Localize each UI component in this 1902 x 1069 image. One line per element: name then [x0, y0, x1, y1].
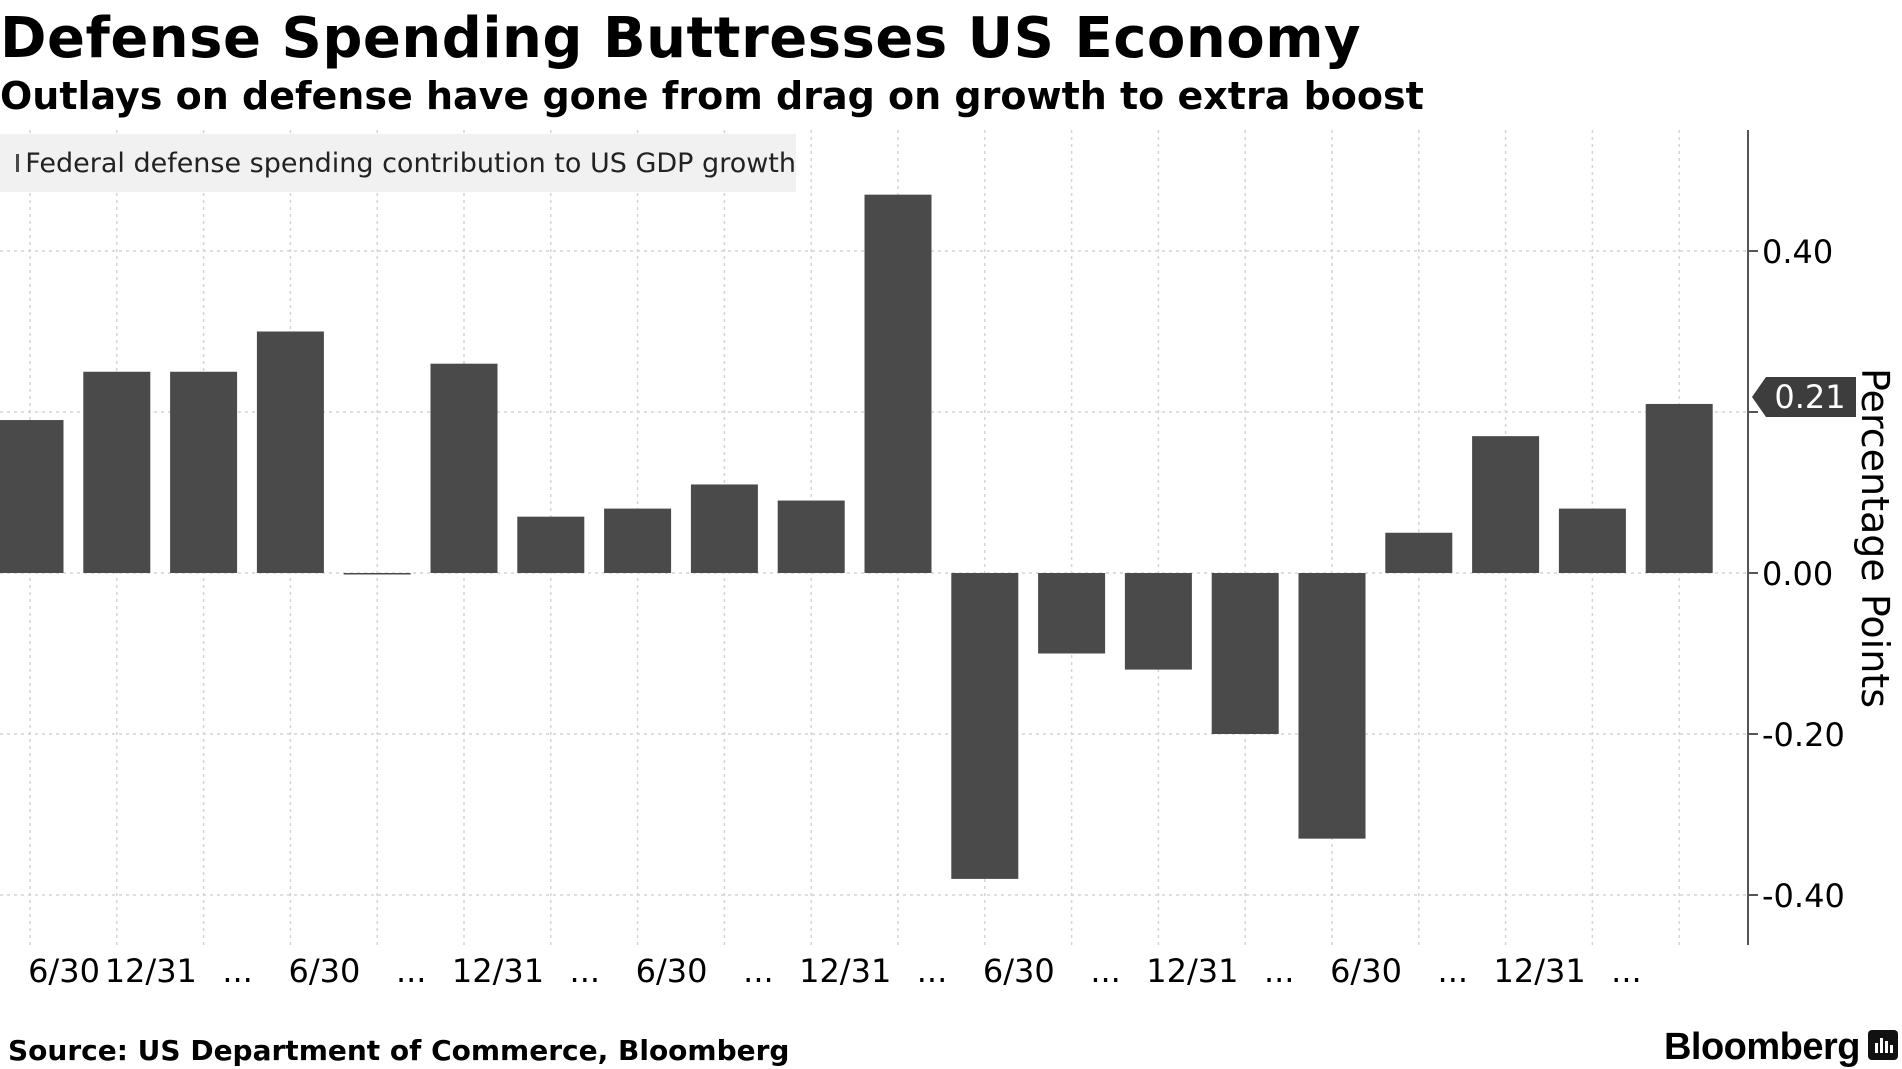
- bars: [0, 194, 1713, 879]
- legend: Federal defense spending contribution to…: [0, 134, 796, 192]
- last-value-marker: 0.21: [1752, 376, 1856, 417]
- y-tick-label: 0.00: [1762, 555, 1833, 593]
- y-tick-label: -0.20: [1762, 716, 1845, 754]
- chart-title: Defense Spending Buttresses US Economy: [0, 6, 1362, 71]
- x-tick-label: ...: [570, 952, 601, 990]
- bar: [1211, 573, 1279, 734]
- x-tick-label: ...: [743, 952, 774, 990]
- x-axis-labels: 6/30 12/31... 6/30... 12/31... 6/30... 12/31.…: [28, 952, 1642, 990]
- chart-subtitle: Outlays on defense have gone from drag o…: [0, 74, 1424, 118]
- x-tick-label: ...: [917, 952, 948, 990]
- bar: [430, 363, 498, 573]
- bar: [1645, 403, 1713, 573]
- bar: [777, 500, 845, 573]
- bar: [951, 573, 1019, 879]
- x-tick-label: 6/30: [28, 952, 100, 990]
- x-tick-label: ...: [396, 952, 427, 990]
- x-tick-label: 6/30: [636, 952, 708, 990]
- legend-swatch: [16, 154, 20, 172]
- x-tick-label: 6/30: [288, 952, 360, 990]
- chart-logo-icon: [1868, 1030, 1898, 1060]
- bar: [256, 331, 324, 573]
- bar: [690, 484, 758, 573]
- x-tick-label: 6/30: [983, 952, 1055, 990]
- x-tick-label: 12/31: [105, 952, 197, 990]
- y-tick-label: 0.40: [1762, 233, 1833, 271]
- x-tick-label: 6/30: [1330, 952, 1402, 990]
- bar: [343, 573, 411, 575]
- y-axis: 0.40 0.00 -0.20 -0.40: [1747, 130, 1845, 945]
- bloomberg-logo: Bloomberg: [1663, 1026, 1861, 1068]
- bar: [1558, 508, 1626, 573]
- bar: [1124, 573, 1192, 670]
- x-tick-label: 12/31: [799, 952, 891, 990]
- last-value-tag: [1752, 376, 1856, 417]
- x-tick-label: ...: [1264, 952, 1295, 990]
- bar: [1038, 573, 1106, 654]
- bar: [517, 516, 585, 573]
- y-tick-label: -0.40: [1762, 877, 1845, 915]
- bar: [1298, 573, 1366, 839]
- bar: [1385, 532, 1453, 573]
- bar: [0, 420, 64, 573]
- bar: [864, 194, 932, 573]
- x-tick-label: ...: [1438, 952, 1469, 990]
- source-note: Source: US Department of Commerce, Bloom…: [8, 1034, 790, 1067]
- bar: [604, 508, 672, 573]
- bar: [83, 371, 151, 573]
- x-tick-label: ...: [1090, 952, 1121, 990]
- legend-label: Federal defense spending contribution to…: [25, 147, 796, 179]
- y-axis-label: Percentage Points: [1853, 368, 1897, 708]
- x-tick-label: 12/31: [452, 952, 544, 990]
- last-value-label: 0.21: [1774, 378, 1845, 416]
- x-tick-label: ...: [222, 952, 253, 990]
- x-tick-label: 12/31: [1146, 952, 1238, 990]
- x-tick-label: ...: [1611, 952, 1642, 990]
- bar: [170, 371, 238, 573]
- x-tick-label: 12/31: [1493, 952, 1585, 990]
- bar: [1472, 436, 1540, 573]
